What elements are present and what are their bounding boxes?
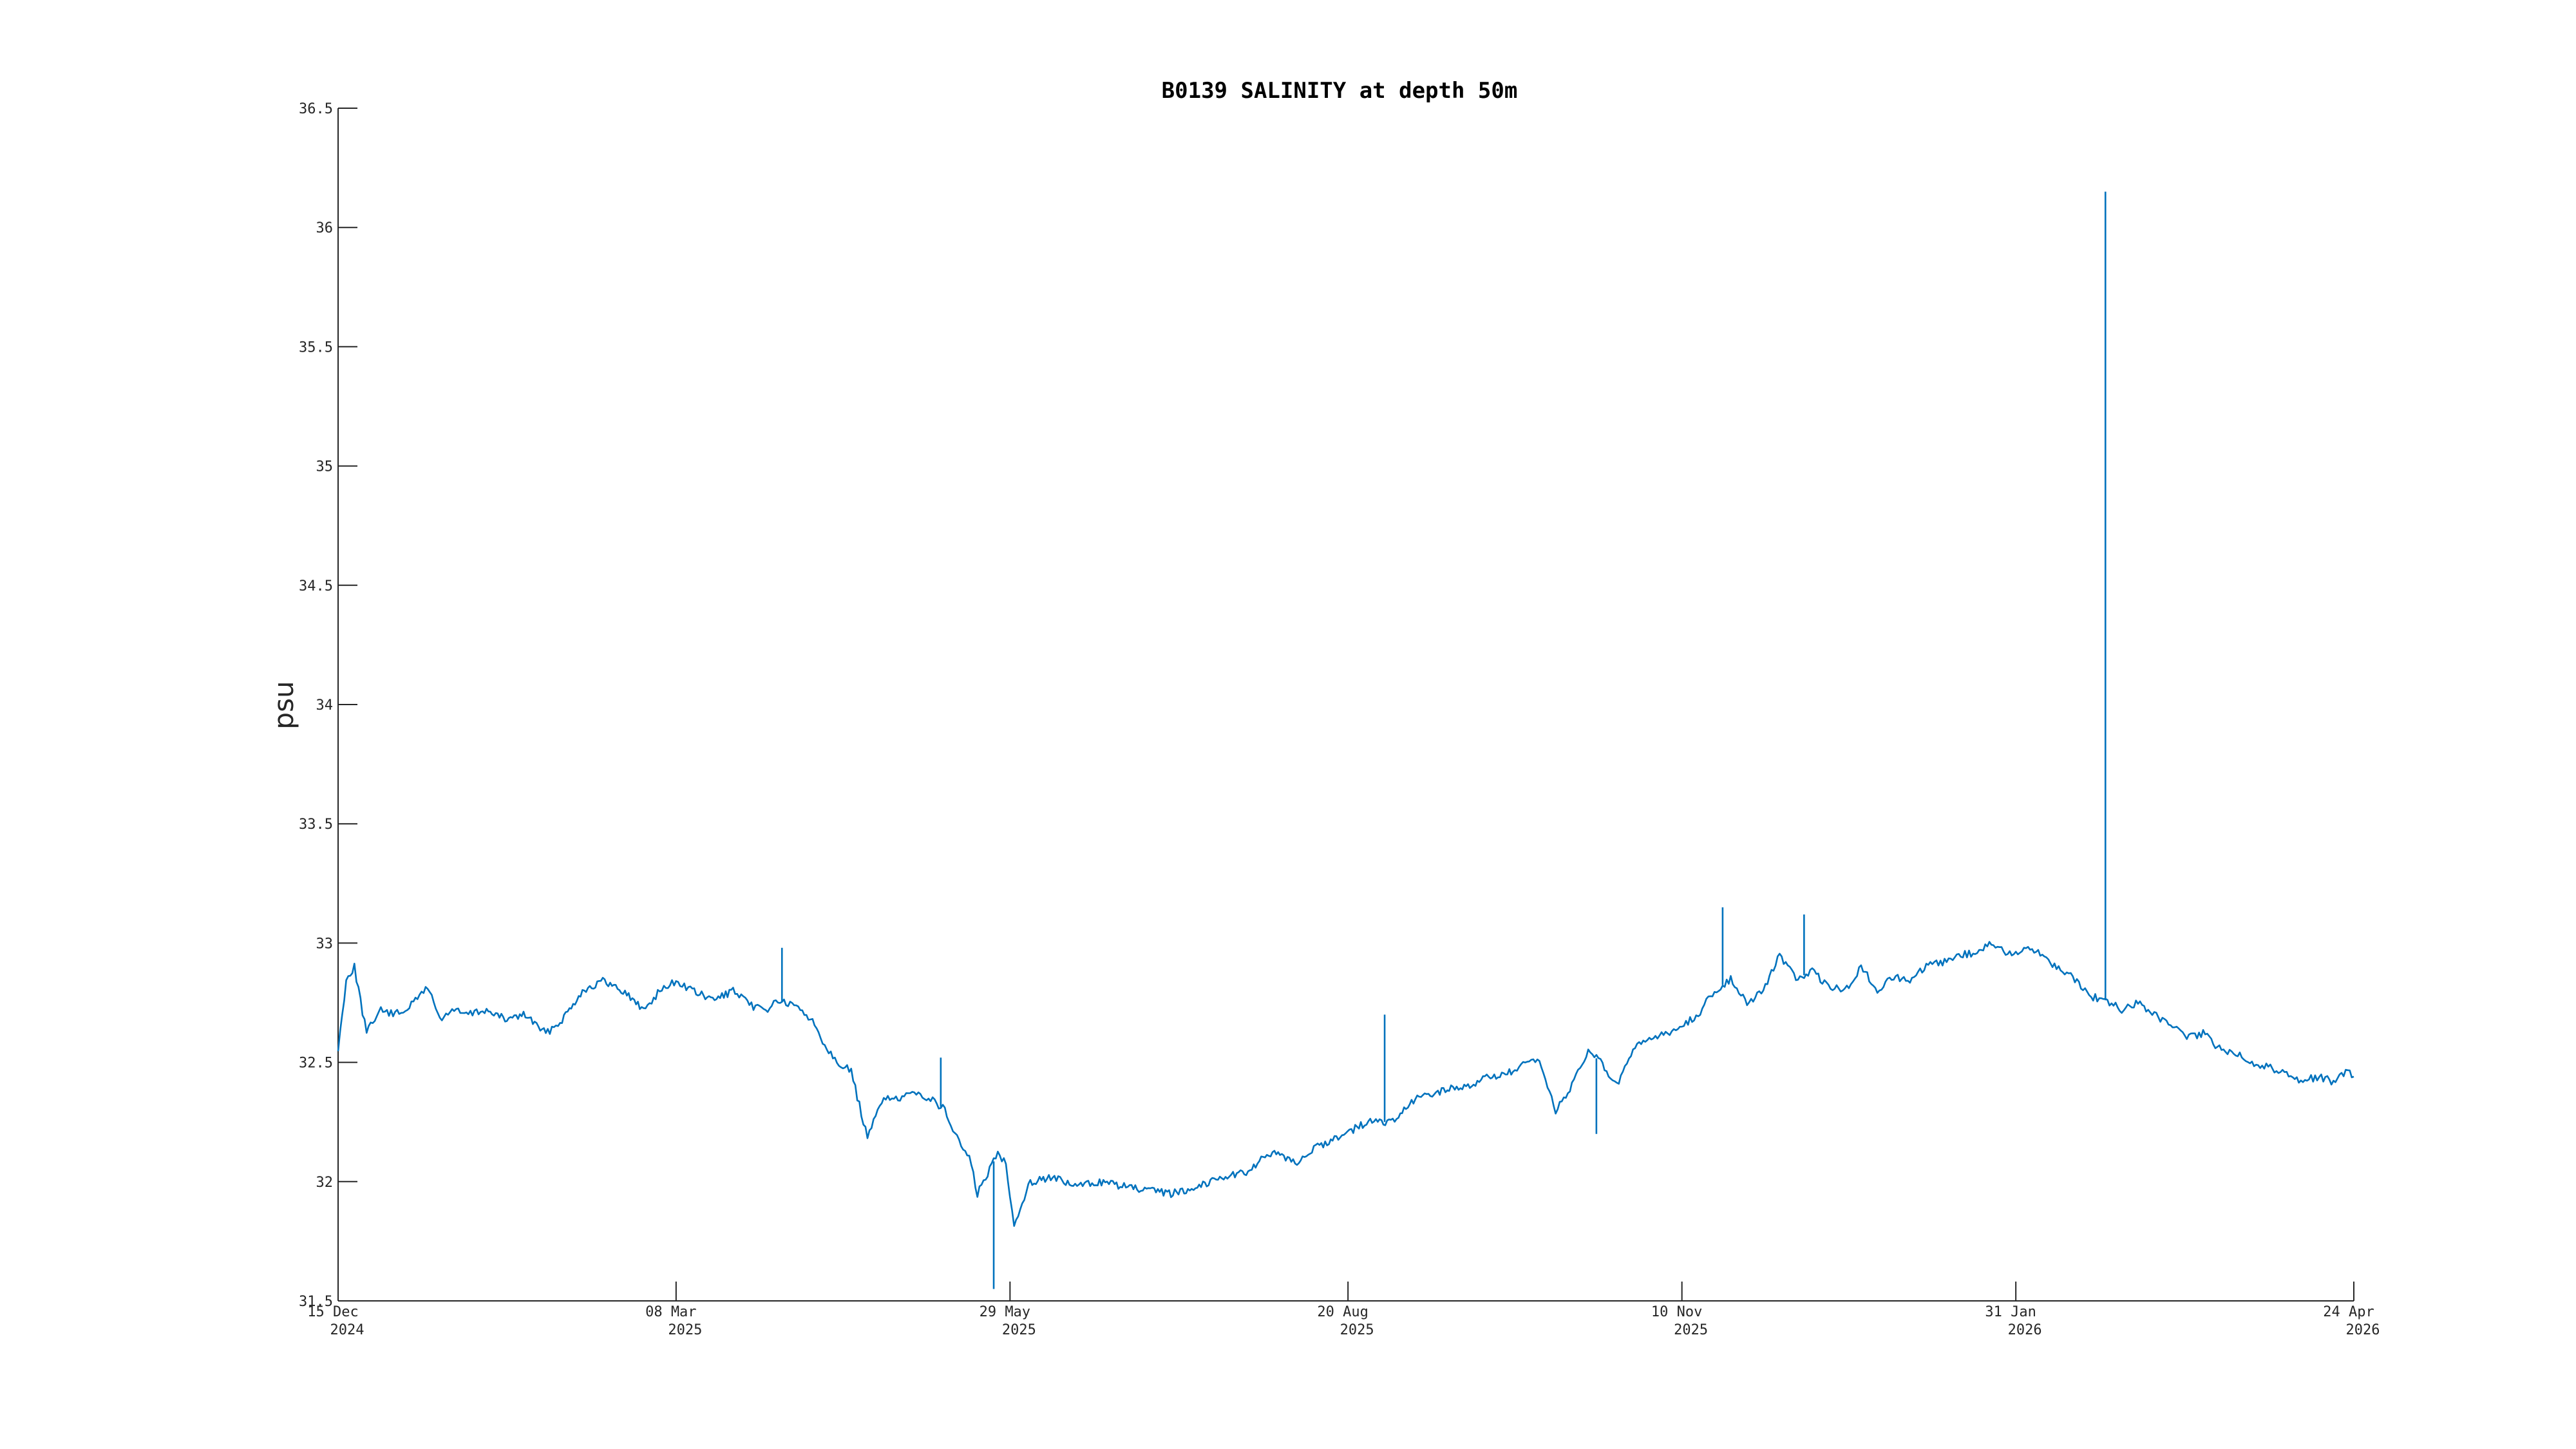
y-tick-label: 33 (316, 936, 334, 952)
x-tick-label: 24 Apr (2323, 1304, 2374, 1320)
y-tick-label: 34.5 (299, 578, 333, 594)
y-tick-label: 32.5 (299, 1056, 333, 1072)
chart-title: B0139 SALINITY at depth 50m (1162, 78, 1518, 104)
x-tick-year-label: 2026 (2008, 1322, 2042, 1338)
x-tick-year-label: 2026 (2346, 1322, 2380, 1338)
x-tick-label: 15 Dec (307, 1304, 358, 1320)
y-axis-ticks: 31.5 32 32.5 33 33.5 34 34.5 35 35.5 36 36.5 (299, 101, 357, 1310)
x-axis-ticks: 15 Dec 2024 08 Mar 2025 29 May 2025 20 Aug 2025… (307, 1282, 2380, 1338)
y-tick-label: 36.5 (299, 101, 333, 117)
x-tick-year-label: 2024 (330, 1322, 365, 1338)
y-tick-label: 33.5 (299, 817, 333, 833)
y-tick-label: 34 (316, 697, 334, 714)
x-tick-year-label: 2025 (1340, 1322, 1374, 1338)
y-tick-label: 35 (316, 459, 334, 475)
x-tick-label: 08 Mar (645, 1304, 696, 1320)
y-tick-label: 36 (316, 220, 334, 236)
x-tick-year-label: 2025 (1002, 1322, 1036, 1338)
y-tick-label: 32 (316, 1175, 334, 1191)
salinity-series-line (337, 941, 2354, 1227)
plot-area (337, 191, 2354, 1289)
axes (337, 108, 2354, 1302)
y-tick-label: 35.5 (299, 339, 333, 355)
x-tick-label: 31 Jan (1985, 1304, 2036, 1320)
y-axis-label: psu (268, 681, 299, 729)
x-tick-label: 20 Aug (1317, 1304, 1368, 1320)
x-tick-year-label: 2025 (668, 1322, 702, 1338)
x-tick-year-label: 2025 (1674, 1322, 1708, 1338)
x-tick-label: 29 May (980, 1304, 1030, 1320)
y-tick-label: 31.5 (299, 1294, 333, 1310)
x-tick-label: 10 Nov (1651, 1304, 1702, 1320)
